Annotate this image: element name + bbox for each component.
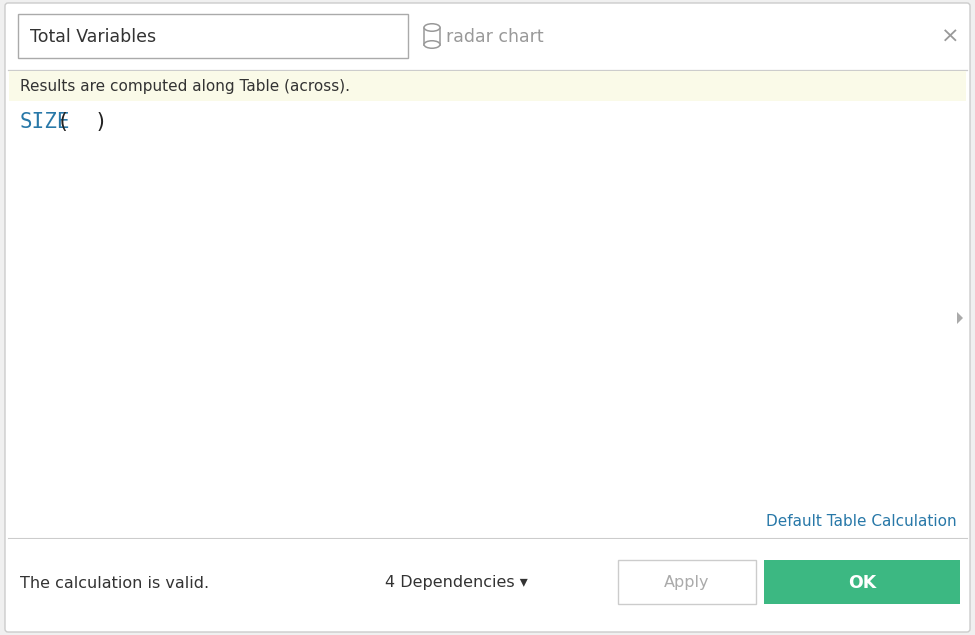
FancyBboxPatch shape — [9, 71, 966, 101]
Text: OK: OK — [848, 574, 877, 592]
Text: radar chart: radar chart — [446, 28, 544, 46]
Ellipse shape — [424, 41, 440, 48]
Text: 4 Dependencies ▾: 4 Dependencies ▾ — [385, 575, 527, 591]
Text: SIZE: SIZE — [20, 112, 70, 132]
Text: (  ): ( ) — [58, 112, 107, 132]
Polygon shape — [957, 312, 963, 324]
Text: Apply: Apply — [664, 575, 710, 591]
Text: Total Variables: Total Variables — [30, 28, 156, 46]
FancyBboxPatch shape — [5, 3, 970, 632]
Text: Default Table Calculation: Default Table Calculation — [766, 514, 957, 530]
Text: Results are computed along Table (across).: Results are computed along Table (across… — [20, 79, 350, 95]
FancyBboxPatch shape — [618, 560, 756, 604]
Text: The calculation is valid.: The calculation is valid. — [20, 575, 209, 591]
Text: ×: × — [941, 27, 959, 47]
Bar — [424, 27, 440, 44]
FancyBboxPatch shape — [18, 14, 408, 58]
FancyBboxPatch shape — [9, 539, 966, 627]
Ellipse shape — [424, 23, 440, 31]
FancyBboxPatch shape — [764, 560, 960, 604]
